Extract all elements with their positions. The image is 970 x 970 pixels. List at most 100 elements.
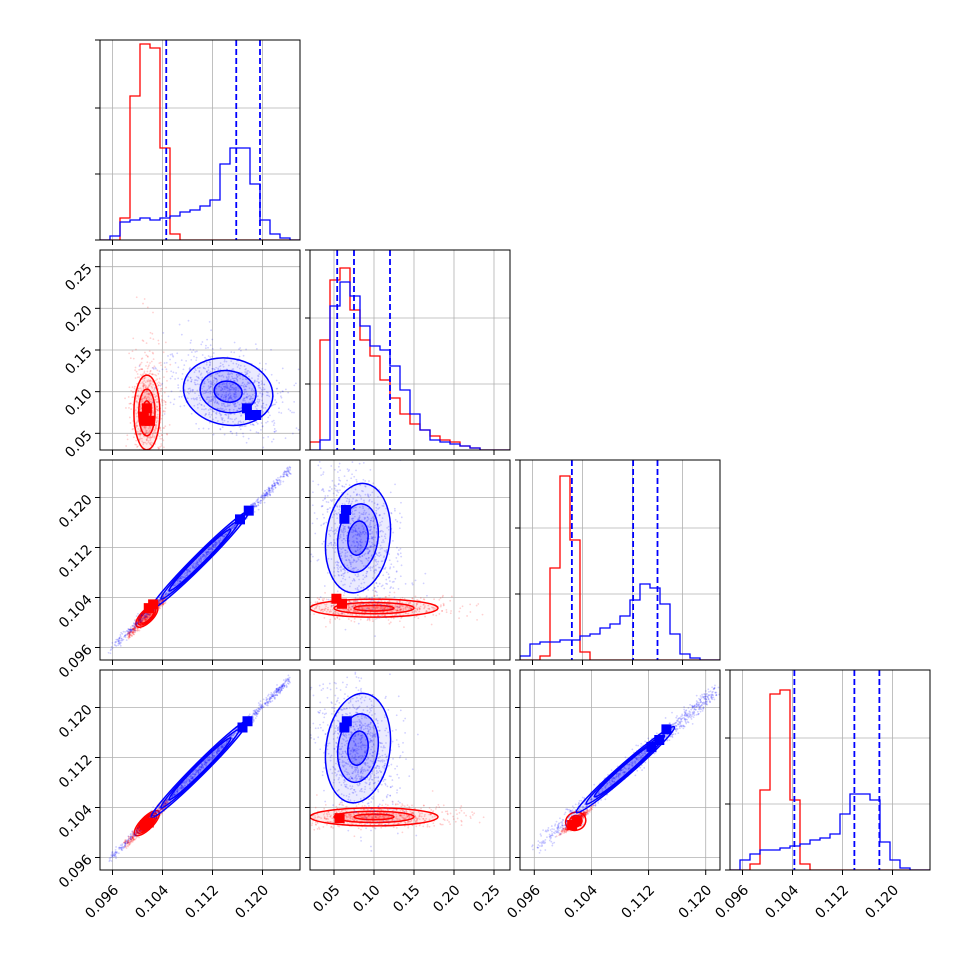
sample-point: [126, 634, 129, 636]
sample-point: [387, 525, 390, 528]
sample-point: [272, 419, 275, 422]
sample-point: [271, 489, 274, 492]
sample-point: [383, 606, 386, 609]
sample-point: [132, 427, 135, 430]
sample-point: [227, 375, 230, 378]
sample-point: [294, 382, 297, 385]
sample-point: [402, 609, 405, 612]
sample-point: [149, 331, 152, 334]
sample-point: [356, 534, 358, 537]
sample-point: [193, 566, 196, 569]
sample-point: [291, 432, 294, 435]
sample-point: [149, 614, 152, 617]
sample-point: [230, 372, 233, 374]
sample-point: [369, 529, 372, 532]
sample-point: [114, 644, 117, 647]
sample-point: [146, 306, 149, 309]
sample-point: [126, 434, 129, 437]
sample-point: [150, 436, 153, 439]
sample-point: [141, 619, 144, 621]
sample-point: [152, 373, 154, 376]
sample-point: [328, 533, 331, 536]
sample-point: [373, 570, 375, 573]
sample-point: [146, 437, 149, 440]
sample-point: [128, 631, 131, 634]
sample-point: [195, 565, 197, 568]
sample-point: [198, 560, 201, 563]
sample-point: [350, 582, 352, 585]
sample-point: [320, 524, 323, 527]
sample-point: [283, 475, 286, 478]
sample-point: [160, 600, 163, 603]
sample-point: [159, 600, 162, 603]
sample-point: [160, 388, 162, 390]
sample-point: [157, 602, 160, 605]
sample-point: [327, 489, 330, 492]
gridlines: [100, 670, 300, 870]
sample-point: [132, 436, 135, 439]
sample-point: [351, 531, 354, 534]
sample-point: [369, 569, 372, 572]
sample-point: [143, 619, 146, 622]
sample-point: [263, 494, 266, 497]
sample-point: [293, 384, 296, 387]
sample-point: [164, 594, 166, 597]
sample-point: [131, 624, 134, 627]
sample-point: [260, 422, 263, 424]
sample-point: [334, 529, 336, 532]
sample-point: [338, 483, 340, 485]
sample-point: [133, 627, 136, 630]
sample-point: [248, 387, 251, 390]
sample-point: [161, 399, 164, 402]
sample-point: [182, 576, 185, 579]
sample-point: [324, 591, 326, 594]
sample-point: [263, 495, 266, 498]
sample-point: [398, 512, 401, 515]
sample-point: [335, 564, 338, 566]
sample-point: [142, 382, 145, 385]
sample-point: [224, 533, 227, 536]
sample-point: [327, 508, 329, 511]
sample-point: [322, 610, 324, 613]
sample-point: [334, 547, 337, 550]
sample-point: [424, 572, 427, 575]
sample-point: [133, 623, 136, 625]
sample-point: [339, 566, 341, 569]
sample-point: [379, 597, 381, 600]
sample-point: [334, 485, 337, 488]
sample-point: [195, 398, 198, 401]
sample-point: [351, 567, 354, 570]
sample-point: [409, 602, 412, 605]
sample-point: [225, 386, 228, 389]
sample-point: [336, 517, 339, 520]
sample-point: [165, 370, 168, 373]
sample-point: [243, 425, 246, 427]
sample-point: [263, 383, 266, 386]
sample-point: [240, 415, 242, 417]
sample-point: [353, 617, 356, 620]
sample-point: [203, 408, 205, 411]
sample-point: [123, 635, 125, 638]
sample-point: [133, 626, 136, 628]
sample-point: [152, 352, 155, 355]
sample-point: [205, 413, 208, 415]
sample-point: [276, 482, 279, 485]
sample-point: [331, 547, 334, 549]
sample-point: [138, 619, 141, 621]
sample-point: [129, 633, 132, 636]
sample-point: [129, 631, 132, 634]
sample-point: [257, 503, 260, 506]
sample-point: [137, 433, 140, 436]
sample-point: [233, 525, 236, 528]
sample-point: [196, 379, 199, 382]
sample-point: [371, 596, 373, 599]
sample-point: [359, 540, 361, 543]
sample-point: [262, 407, 265, 409]
sample-point: [371, 516, 374, 519]
sample-point: [158, 377, 161, 380]
sample-point: [379, 544, 382, 547]
sample-point: [208, 413, 210, 416]
sample-point: [242, 435, 245, 438]
sample-point: [242, 384, 245, 387]
sample-point: [149, 613, 152, 615]
